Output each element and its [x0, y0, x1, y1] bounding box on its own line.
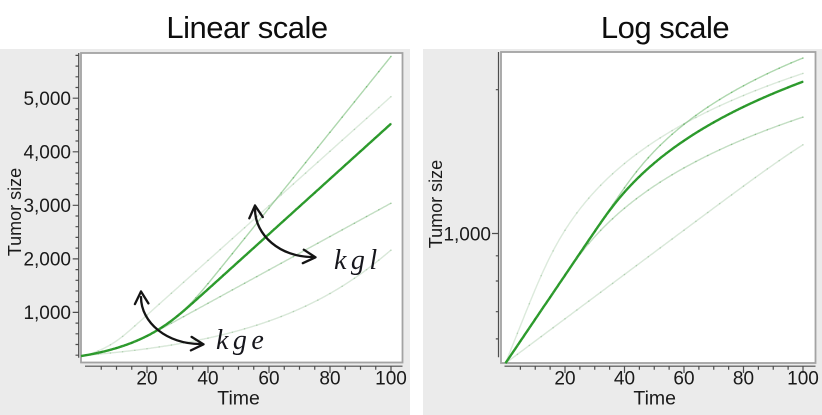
svg-text:100: 100	[787, 369, 819, 390]
svg-text:Log scale: Log scale	[601, 10, 729, 45]
svg-text:40: 40	[197, 369, 218, 390]
svg-text:Time: Time	[217, 388, 260, 410]
svg-text:4,000: 4,000	[23, 142, 71, 163]
svg-text:20: 20	[136, 369, 157, 390]
svg-text:40: 40	[614, 369, 635, 390]
svg-text:1,000: 1,000	[443, 225, 491, 246]
svg-text:Time: Time	[633, 388, 676, 410]
svg-text:5,000: 5,000	[23, 89, 71, 110]
svg-text:60: 60	[258, 369, 279, 390]
svg-text:3,000: 3,000	[23, 196, 71, 217]
svg-text:kgl: kgl	[334, 245, 382, 276]
svg-text:1,000: 1,000	[23, 303, 71, 324]
svg-text:80: 80	[733, 369, 754, 390]
svg-text:80: 80	[319, 369, 340, 390]
svg-text:100: 100	[375, 369, 407, 390]
svg-text:2,000: 2,000	[23, 250, 71, 271]
svg-text:Tumor size: Tumor size	[426, 160, 446, 248]
svg-text:20: 20	[554, 369, 575, 390]
svg-text:Tumor size: Tumor size	[5, 168, 25, 256]
svg-text:60: 60	[673, 369, 694, 390]
svg-text:Linear scale: Linear scale	[166, 10, 327, 45]
svg-text:kge: kge	[216, 325, 268, 356]
